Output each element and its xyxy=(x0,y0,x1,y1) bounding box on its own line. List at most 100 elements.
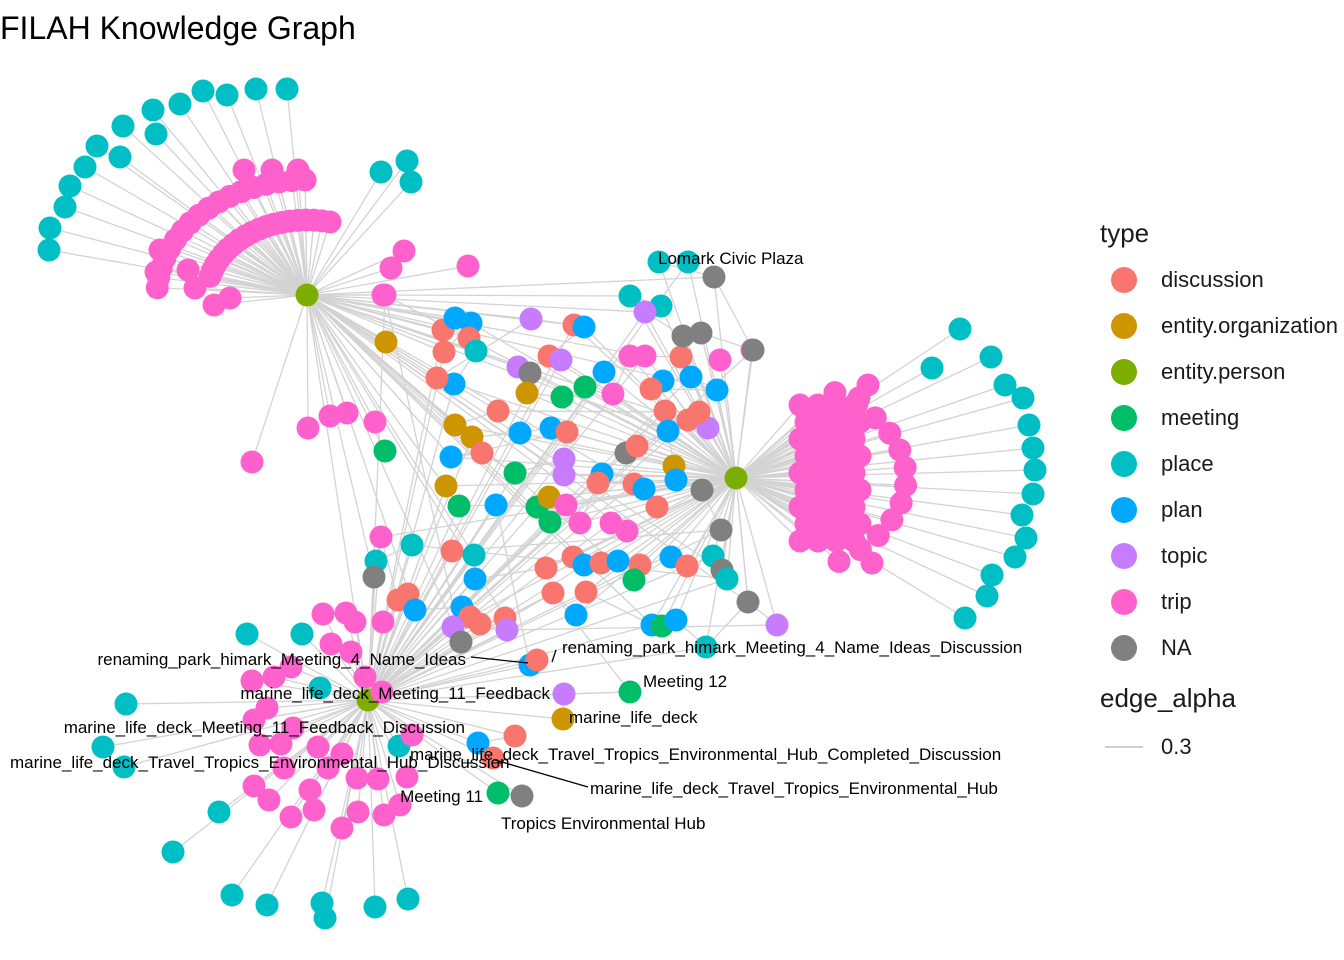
graph-node-trip[interactable] xyxy=(880,508,904,532)
graph-node-trip[interactable] xyxy=(866,524,890,548)
graph-node-trip[interactable] xyxy=(366,767,390,791)
graph-node-trip[interactable] xyxy=(806,529,830,553)
graph-node-trip[interactable] xyxy=(363,410,387,434)
graph-node-plan[interactable] xyxy=(664,468,688,492)
graph-node-trip[interactable] xyxy=(827,550,851,574)
graph-node-trip[interactable] xyxy=(860,551,884,575)
graph-node-place[interactable] xyxy=(464,339,488,363)
graph-node-topic[interactable] xyxy=(633,300,657,324)
graph-node-discussion[interactable] xyxy=(574,580,598,604)
graph-node-plan[interactable] xyxy=(664,608,688,632)
graph-node-place[interactable] xyxy=(108,145,132,169)
graph-node-trip[interactable] xyxy=(346,800,370,824)
graph-node-place[interactable] xyxy=(694,635,718,659)
graph-node-place[interactable] xyxy=(112,755,136,779)
graph-node-trip[interactable] xyxy=(316,756,340,780)
graph-node-place[interactable] xyxy=(58,174,82,198)
graph-node-place[interactable] xyxy=(168,92,192,116)
graph-node-place[interactable] xyxy=(462,543,486,567)
graph-node-trip[interactable] xyxy=(345,766,369,790)
graph-node-place[interactable] xyxy=(275,77,299,101)
graph-node-place[interactable] xyxy=(313,906,337,930)
graph-node-trip[interactable] xyxy=(240,669,264,693)
graph-node-trip[interactable] xyxy=(847,386,871,410)
graph-node-plan[interactable] xyxy=(656,419,680,443)
graph-node-place[interactable] xyxy=(1003,545,1027,569)
graph-node-place[interactable] xyxy=(111,114,135,138)
graph-node-discussion[interactable] xyxy=(503,724,527,748)
graph-node-place[interactable] xyxy=(220,883,244,907)
graph-node-place[interactable] xyxy=(369,160,393,184)
graph-node-hub[interactable] xyxy=(724,466,748,490)
graph-node-plan[interactable] xyxy=(484,493,508,517)
graph-node-trip[interactable] xyxy=(369,525,393,549)
graph-node-trip[interactable] xyxy=(257,788,281,812)
graph-node-discussion[interactable] xyxy=(432,340,456,364)
graph-node-trip[interactable] xyxy=(878,421,902,445)
graph-node-trip[interactable] xyxy=(218,286,242,310)
graph-node-entity-organization[interactable] xyxy=(515,381,539,405)
graph-node-trip[interactable] xyxy=(554,493,578,517)
graph-node-na[interactable] xyxy=(736,590,760,614)
graph-node-trip[interactable] xyxy=(823,381,847,405)
graph-node-trip[interactable] xyxy=(318,404,342,428)
graph-node-meeting[interactable] xyxy=(538,510,562,534)
graph-node-trip[interactable] xyxy=(888,438,912,462)
graph-node-trip[interactable] xyxy=(242,708,266,732)
graph-node-place[interactable] xyxy=(37,238,61,262)
graph-node-meeting[interactable] xyxy=(573,375,597,399)
graph-node-trip[interactable] xyxy=(248,733,272,757)
graph-node-place[interactable] xyxy=(400,533,424,557)
graph-node-plan[interactable] xyxy=(403,598,427,622)
graph-node-place[interactable] xyxy=(114,692,138,716)
graph-node-trip[interactable] xyxy=(343,610,367,634)
graph-node-place[interactable] xyxy=(399,170,423,194)
graph-node-place[interactable] xyxy=(1011,386,1035,410)
graph-node-trip[interactable] xyxy=(286,158,310,182)
graph-node-topic[interactable] xyxy=(519,307,543,331)
graph-node-topic[interactable] xyxy=(549,348,573,372)
graph-node-meeting[interactable] xyxy=(447,494,471,518)
graph-node-place[interactable] xyxy=(290,622,314,646)
graph-node-place[interactable] xyxy=(1010,503,1034,527)
graph-node-place[interactable] xyxy=(141,98,165,122)
graph-node-trip[interactable] xyxy=(272,756,296,780)
graph-node-trip[interactable] xyxy=(456,254,480,278)
graph-node-trip[interactable] xyxy=(893,456,917,480)
graph-node-trip[interactable] xyxy=(262,665,286,689)
graph-node-trip[interactable] xyxy=(353,665,377,689)
graph-node-topic[interactable] xyxy=(552,463,576,487)
graph-node-trip[interactable] xyxy=(269,732,293,756)
graph-node-entity-organization[interactable] xyxy=(434,474,458,498)
graph-node-discussion[interactable] xyxy=(555,420,579,444)
graph-node-na[interactable] xyxy=(702,265,726,289)
graph-node-trip[interactable] xyxy=(242,774,266,798)
graph-node-na[interactable] xyxy=(449,630,473,654)
graph-node-trip[interactable] xyxy=(302,798,326,822)
graph-node-na[interactable] xyxy=(510,784,534,808)
graph-node-place[interactable] xyxy=(207,800,231,824)
graph-node-discussion[interactable] xyxy=(639,377,663,401)
graph-node-trip[interactable] xyxy=(335,401,359,425)
graph-node-trip[interactable] xyxy=(311,602,335,626)
graph-node-discussion[interactable] xyxy=(625,434,649,458)
graph-node-trip[interactable] xyxy=(330,816,354,840)
graph-node-place[interactable] xyxy=(161,840,185,864)
graph-node-plan[interactable] xyxy=(439,445,463,469)
graph-node-plan[interactable] xyxy=(508,421,532,445)
graph-node-trip[interactable] xyxy=(568,511,592,535)
graph-node-trip[interactable] xyxy=(144,260,168,284)
graph-node-na[interactable] xyxy=(741,338,765,362)
graph-node-plan[interactable] xyxy=(592,360,616,384)
graph-node-na[interactable] xyxy=(671,324,695,348)
graph-node-plan[interactable] xyxy=(632,477,656,501)
graph-node-place[interactable] xyxy=(953,606,977,630)
graph-node-topic[interactable] xyxy=(552,682,576,706)
graph-node-na[interactable] xyxy=(362,565,386,589)
graph-node-meeting[interactable] xyxy=(503,461,527,485)
graph-node-place[interactable] xyxy=(715,567,739,591)
graph-node-discussion[interactable] xyxy=(669,345,693,369)
graph-node-trip[interactable] xyxy=(176,258,200,282)
graph-node-discussion[interactable] xyxy=(687,400,711,424)
graph-node-na[interactable] xyxy=(689,321,713,345)
